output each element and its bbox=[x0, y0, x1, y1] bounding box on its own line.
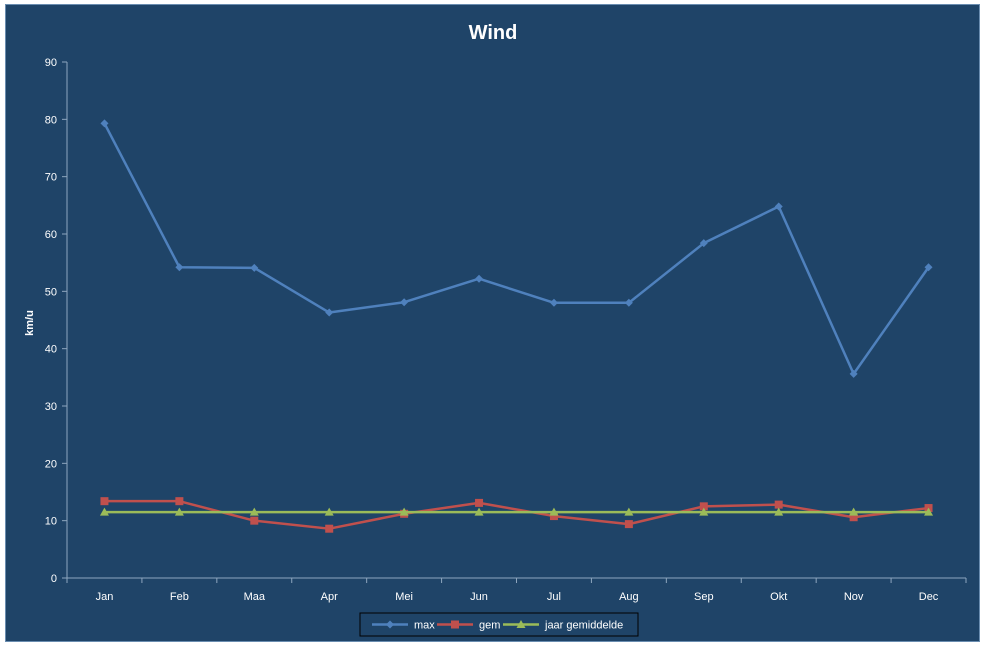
data-point bbox=[549, 512, 558, 521]
legend-item: max bbox=[372, 620, 435, 632]
data-point bbox=[175, 263, 184, 272]
legend: max gem jaar gemiddelde bbox=[359, 612, 639, 637]
legend-item: gem bbox=[437, 620, 500, 632]
y-tick-label: 30 bbox=[45, 401, 57, 413]
plot-series bbox=[99, 119, 934, 533]
x-tick-label: Sep bbox=[694, 591, 714, 603]
x-tick-label: Okt bbox=[770, 591, 787, 603]
x-tick-label: Jul bbox=[547, 591, 561, 603]
data-point bbox=[549, 507, 559, 516]
x-tick-label: Mei bbox=[395, 591, 413, 603]
series-line bbox=[104, 499, 929, 530]
series-jaar-gemiddelde bbox=[99, 507, 934, 516]
y-tick-label: 60 bbox=[45, 229, 57, 241]
data-point bbox=[924, 263, 933, 272]
data-point bbox=[549, 298, 558, 307]
data-point bbox=[774, 500, 783, 509]
y-tick-label: 50 bbox=[45, 286, 57, 298]
x-tick-label: Jan bbox=[96, 591, 114, 603]
series-max bbox=[100, 119, 933, 378]
legend-label: gem bbox=[479, 620, 500, 632]
x-tick-label: Feb bbox=[170, 591, 189, 603]
legend-swatch-marker bbox=[451, 620, 459, 629]
legend-swatch-marker bbox=[386, 620, 394, 629]
legend-label: jaar gemiddelde bbox=[544, 620, 623, 632]
data-point bbox=[699, 239, 708, 248]
data-point bbox=[324, 507, 334, 516]
x-tick-label: Maa bbox=[244, 591, 266, 603]
y-tick-label: 0 bbox=[51, 573, 57, 585]
data-point bbox=[774, 507, 784, 516]
data-point bbox=[174, 507, 184, 516]
data-point bbox=[699, 502, 708, 511]
data-point bbox=[325, 308, 334, 317]
data-point bbox=[100, 497, 109, 506]
y-tick-label: 20 bbox=[45, 458, 57, 470]
data-point bbox=[475, 274, 484, 283]
data-point bbox=[250, 263, 259, 272]
data-point bbox=[624, 507, 634, 516]
data-point bbox=[624, 520, 633, 529]
data-point bbox=[699, 507, 709, 516]
legend-swatch-marker bbox=[516, 620, 526, 628]
y-tick-label: 40 bbox=[45, 344, 57, 356]
data-point bbox=[250, 516, 259, 525]
chart-area: Wind 0 10 20 30 40 50 60 70 80 90 Jan Feb Maa Apr Mei J… bbox=[5, 4, 980, 642]
x-tick-label: Nov bbox=[844, 591, 864, 603]
series-gem bbox=[100, 497, 933, 533]
data-point bbox=[99, 507, 109, 516]
data-point bbox=[325, 524, 334, 533]
data-point bbox=[175, 497, 184, 506]
data-point bbox=[924, 507, 934, 516]
data-point bbox=[474, 507, 484, 516]
chart: Wind 0 10 20 30 40 50 60 70 80 90 Jan Feb Maa Apr Mei J… bbox=[24, 22, 967, 637]
series-line bbox=[103, 122, 930, 376]
y-axis-label: km/u bbox=[24, 310, 36, 336]
axes: 0 10 20 30 40 50 60 70 80 90 Jan Feb Maa Apr Mei Jun Jul… bbox=[45, 57, 967, 603]
x-tick-label: Aug bbox=[619, 591, 639, 603]
data-point bbox=[624, 298, 633, 307]
y-tick-label: 70 bbox=[45, 172, 57, 184]
legend-label: max bbox=[414, 620, 435, 632]
legend-box bbox=[359, 612, 639, 637]
chart-title: Wind bbox=[469, 22, 518, 44]
data-point bbox=[849, 369, 858, 378]
data-point bbox=[399, 507, 409, 516]
x-tick-label: Apr bbox=[321, 591, 338, 603]
data-point bbox=[774, 202, 783, 211]
data-point bbox=[400, 298, 409, 307]
data-point bbox=[849, 507, 859, 516]
y-tick-label: 90 bbox=[45, 57, 57, 69]
x-tick-label: Dec bbox=[919, 591, 939, 603]
data-point bbox=[249, 507, 259, 516]
y-tick-label: 10 bbox=[45, 516, 57, 528]
y-tick-label: 80 bbox=[45, 114, 57, 126]
data-point bbox=[475, 498, 484, 507]
data-point bbox=[100, 119, 109, 128]
legend-item: jaar gemiddelde bbox=[503, 620, 623, 632]
data-point bbox=[849, 513, 858, 522]
x-tick-label: Jun bbox=[470, 591, 488, 603]
